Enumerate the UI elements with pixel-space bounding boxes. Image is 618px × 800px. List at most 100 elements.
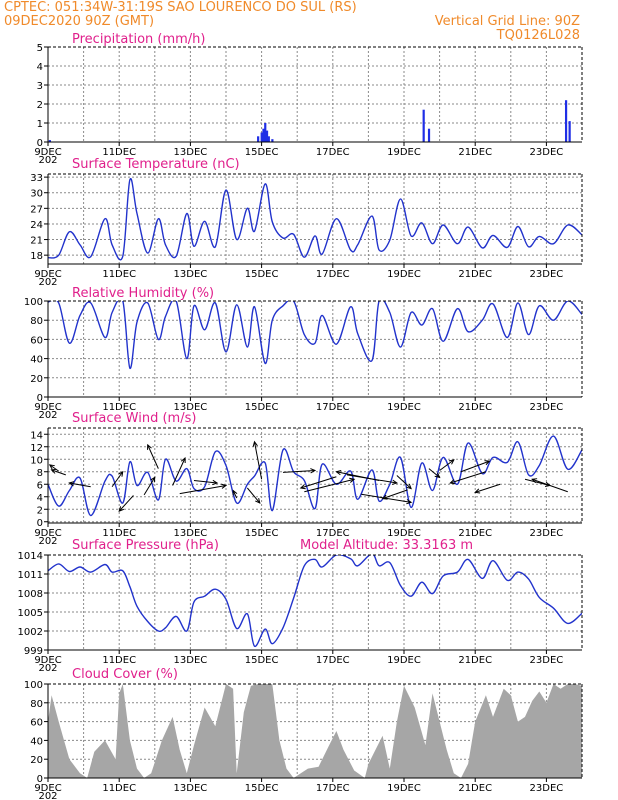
wind-arrow-head [381,494,388,500]
pressure-ytick-label: 1008 [18,589,43,600]
wind-arrow-head [474,488,481,494]
cloud-cover-xtick-label: 23DEC [530,783,564,794]
wind-xtick-label: 9DEC [34,528,61,539]
cloud-cover-ytick-label: 0 [37,774,43,785]
precipitation-xtick-label: 9DEC [34,147,61,158]
cloud-cover-ytick-label: 20 [30,755,43,766]
wind-arrow [118,495,134,512]
precipitation-title: Precipitation (mm/h) [72,32,205,47]
precipitation-xtick-label: 17DEC [316,147,350,158]
humidity-xtick-label: 15DEC [245,402,279,413]
temperature-xtick-label: 19DEC [387,269,421,280]
temperature-panel: 18 21 24 27 30 33 9DEC 11DEC 13DEC 15DEC 17DEC 19DE… [30,157,583,288]
wind-arrow-head [406,483,412,490]
cloud-cover-year-label: 202 [38,791,57,800]
temperature-xtick-label: 15DEC [245,269,279,280]
wind-xtick-label: 11DEC [102,528,136,539]
wind-ytick-label: 2 [37,505,43,516]
pressure-year-label: 202 [38,663,57,674]
wind-arrow [253,441,263,480]
humidity-panel: 0 20 40 60 80 100 9DEC 11DEC 13DEC 15DEC 17DEC 19DE… [24,286,583,421]
wind-arrow [51,469,66,476]
temperature-xtick-label: 21DEC [458,269,492,280]
cloud-cover-ytick-label: 40 [30,736,43,747]
pressure-xtick-label: 17DEC [316,655,350,666]
precipitation-xtick-label: 13DEC [174,147,208,158]
wind-arrow [460,460,490,473]
wind-arrow-head [212,479,219,486]
wind-arrow-head [50,468,57,474]
wind-arrow [193,480,218,484]
temperature-ytick-label: 18 [30,251,43,262]
temperature-xtick-label: 9DEC [34,269,61,280]
temperature-xtick-label: 17DEC [316,269,350,280]
precipitation-ytick-label: 5 [37,43,43,54]
temperature-ytick-label: 24 [30,220,43,231]
wind-arrow-head [68,481,75,487]
wind-arrow [396,475,412,489]
humidity-xtick-label: 17DEC [316,402,350,413]
temperature-ytick-label: 30 [30,189,43,200]
wind-arrow [304,478,355,493]
temperature-xtick-label: 23DEC [530,269,564,280]
pressure-xtick-label: 19DEC [387,655,421,666]
wind-arrow-head [180,456,186,464]
cloud-cover-panel: 0 20 40 60 80 100 9DEC 11DEC 13DEC 15DEC 17DEC 19DE… [24,667,583,800]
pressure-ytick-label: 1011 [18,570,43,581]
precipitation-ytick-label: 2 [37,100,43,111]
wind-arrow-head [147,443,152,450]
precipitation-bar [257,136,260,142]
cloud-cover-xtick-label: 11DEC [102,783,136,794]
pressure-xtick-label: 21DEC [458,655,492,666]
wind-arrow-head [255,498,261,504]
pressure-annotation: Model Altitude: 33.3163 m [300,538,473,553]
wind-arrow-head [484,460,491,466]
wind-year-label: 202 [38,536,57,547]
wind-arrow-head [434,472,441,479]
precipitation-ytick-label: 3 [37,81,43,92]
wind-ytick-label: 10 [30,455,43,466]
wind-line [48,435,582,517]
wind-arrow-head [448,459,455,465]
station-title: CPTEC: 051:34W-31:19S SAO LOURENCO DO SU… [4,0,357,15]
pressure-xtick-label: 13DEC [174,655,208,666]
temperature-ytick-label: 21 [30,236,43,247]
pressure-ytick-label: 1014 [18,551,43,562]
precipitation-year-label: 202 [38,155,57,166]
temperature-line [48,177,582,261]
humidity-xtick-label: 23DEC [530,402,564,413]
wind-arrow [69,482,91,488]
wind-arrow [172,457,186,486]
wind-xtick-label: 13DEC [174,528,208,539]
pressure-panel: 999 1002 1005 1008 1011 1014 9DEC 11DEC 13DEC 15D… [18,538,583,674]
wind-arrow-head [118,470,124,477]
wind-arrow-head [310,468,317,474]
precipitation-xtick-label: 21DEC [458,147,492,158]
temperature-title: Surface Temperature (nC) [72,157,240,172]
wind-ytick-label: 12 [30,443,43,454]
chart-header: CPTEC: 051:34W-31:19S SAO LOURENCO DO SU… [0,0,618,44]
wind-arrow [147,444,159,469]
precipitation-bar [271,139,274,142]
wind-arrow [382,489,408,500]
wind-arrow-head [221,483,228,489]
grid-line-note: Vertical Grid Line: 90Z [434,14,580,29]
humidity-ytick-label: 80 [30,316,43,327]
temperature-xtick-label: 13DEC [174,269,208,280]
precipitation-bar [564,100,568,142]
precipitation-panel: 0 1 2 3 4 5 9DEC 11DEC 13DEC 15DEC 17DEC 19DEC 21DEC… [34,32,583,166]
humidity-xtick-label: 11DEC [102,402,136,413]
cloud-cover-xtick-label: 9DEC [34,783,61,794]
wind-arrow-head [232,489,238,496]
wind-arrow-head [150,476,156,483]
wind-arrow-head [449,479,456,485]
humidity-ytick-label: 20 [30,374,43,385]
wind-arrow [439,459,455,471]
precipitation-ytick-label: 1 [37,119,43,130]
cloud-cover-ytick-label: 60 [30,718,43,729]
wind-arrow [143,477,156,496]
humidity-xtick-label: 21DEC [458,402,492,413]
humidity-year-label: 202 [38,410,57,421]
